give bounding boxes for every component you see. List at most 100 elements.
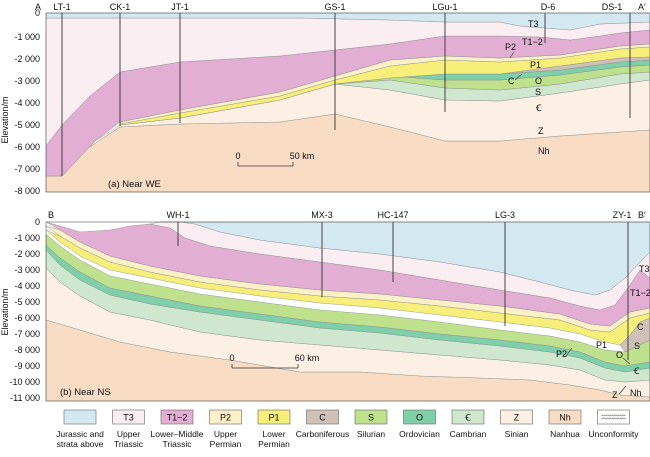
strat-label-cambrian: Ꞓ [535, 103, 542, 113]
section-b-left-end: B [48, 210, 54, 220]
strat-label-nh: Nh [630, 388, 642, 398]
y-tick: -6 000 [14, 142, 40, 152]
strat-label-p1: P1 [530, 60, 541, 70]
y-tick: -8 000 [14, 345, 40, 355]
strat-label-s: S [634, 341, 640, 351]
section-a: A A′ LT-1 CK-1 JT-1 GS-1 LGu-1 D-6 DS-1 … [0, 2, 650, 196]
legend-swatch [306, 409, 339, 425]
legend-label: Permian [258, 439, 290, 449]
layer-jurassic-b [160, 221, 650, 296]
legend-label: Upper [117, 429, 140, 439]
legend-symbol: Ꞓ [464, 413, 471, 423]
legend-label: Nanhua [550, 429, 580, 439]
y-tick: -7 000 [14, 329, 40, 339]
legend-swatch [209, 409, 242, 425]
section-b-right-end: B′ [638, 210, 646, 220]
y-axis-title: Elevation/m [0, 96, 10, 143]
y-tick: 0 [35, 8, 40, 18]
legend-swatch [500, 409, 533, 425]
y-tick: -10 000 [9, 377, 40, 387]
legend-swatch [63, 409, 97, 425]
strat-label-nh: Nh [538, 146, 550, 156]
legend-label: Triassic [163, 439, 193, 449]
legend-label: Permian [210, 439, 242, 449]
well-label-lgu-1: LGu-1 [432, 2, 457, 12]
strat-label-z: Z [612, 390, 618, 400]
y-axis-title: Elevation/m [0, 288, 10, 335]
legend-symbol: P1 [268, 413, 279, 423]
strat-label-c: C [508, 76, 515, 86]
legend-item-unconformity: Unconformity [588, 409, 639, 439]
strat-label-z: Z [538, 126, 544, 136]
legend-item-ordovician: O Ordovician [399, 409, 440, 439]
legend-label: Lower–Middle [151, 429, 204, 439]
legend-swatch [597, 409, 630, 425]
legend-item-sinian: Z Sinian [500, 409, 533, 439]
strat-label-s: S [535, 87, 541, 97]
y-tick: -1 000 [14, 32, 40, 42]
y-tick: -11 000 [10, 393, 40, 403]
well-label-hc-147: HC-147 [377, 210, 408, 220]
strat-label-cambrian: Ꞓ [633, 366, 640, 376]
y-tick: -4 000 [14, 281, 40, 291]
well-label-zy-1: ZY-1 [613, 210, 632, 220]
legend-label: Silurian [357, 429, 386, 439]
legend-swatch [257, 409, 291, 425]
section-a-scale-bar: 0 50 km [235, 151, 314, 167]
strat-label-c: C [637, 322, 644, 332]
section-b: B B′ WH-1 MX-3 HC-147 LG-3 ZY-1 0 -1 000… [0, 210, 650, 403]
well-label-mx-3: MX-3 [311, 210, 333, 220]
y-tick: -2 000 [14, 249, 40, 259]
strat-label-o: O [616, 350, 623, 360]
legend-symbol: P2 [220, 413, 231, 423]
y-tick: -3 000 [14, 265, 40, 275]
legend-item-cambrian: Ꞓ Cambrian [450, 409, 487, 439]
y-tick: -7 000 [14, 164, 40, 174]
legend-symbol: T1−2 [167, 413, 188, 423]
legend-symbol: T3 [123, 413, 134, 423]
legend-swatch [160, 409, 194, 425]
scale-start: 0 [229, 353, 234, 363]
layer-jurassic-a [45, 12, 650, 31]
well-label-wh-1: WH-1 [167, 210, 190, 220]
scale-start: 0 [235, 151, 240, 161]
legend-symbol: Nh [559, 413, 571, 423]
strat-label-p2: P2 [505, 42, 516, 52]
strat-label-p1: P1 [596, 340, 607, 350]
well-label-ck-1: CK-1 [110, 2, 131, 12]
legend-swatch [548, 409, 582, 425]
y-tick: -3 000 [14, 76, 40, 86]
section-b-y-axis: 0 -1 000 -2 000 -3 000 -4 000 -5 000 -6 … [0, 217, 40, 403]
legend-label: Cambrian [450, 429, 487, 439]
legend-swatch [451, 409, 485, 425]
legend-symbol: Z [514, 413, 520, 423]
legend-symbol: O [416, 413, 423, 423]
strat-label-o: O [535, 76, 542, 86]
y-tick: 0 [35, 217, 40, 227]
legend-label: Lower [262, 429, 285, 439]
legend-symbol: S [368, 413, 374, 423]
well-label-lt-1: LT-1 [53, 2, 70, 12]
y-tick: -9 000 [14, 361, 40, 371]
layer-silurian-b [45, 233, 650, 367]
legend-swatch [112, 409, 145, 425]
y-tick: -8 000 [14, 186, 40, 196]
y-tick: -5 000 [14, 120, 40, 130]
legend-item-silurian: S Silurian [354, 409, 388, 439]
strat-label-p2: P2 [556, 349, 567, 359]
legend-label: Unconformity [588, 429, 639, 439]
legend-item-nanhua: Nh Nanhua [548, 409, 582, 439]
well-label-ds-1: DS-1 [602, 2, 623, 12]
y-tick: -4 000 [14, 98, 40, 108]
y-tick: -6 000 [14, 313, 40, 323]
legend-label: Upper [214, 429, 237, 439]
legend-label: Ordovician [399, 429, 440, 439]
y-tick: -1 000 [14, 233, 40, 243]
legend-item-carboniferous: C Carboniferous [296, 409, 349, 439]
